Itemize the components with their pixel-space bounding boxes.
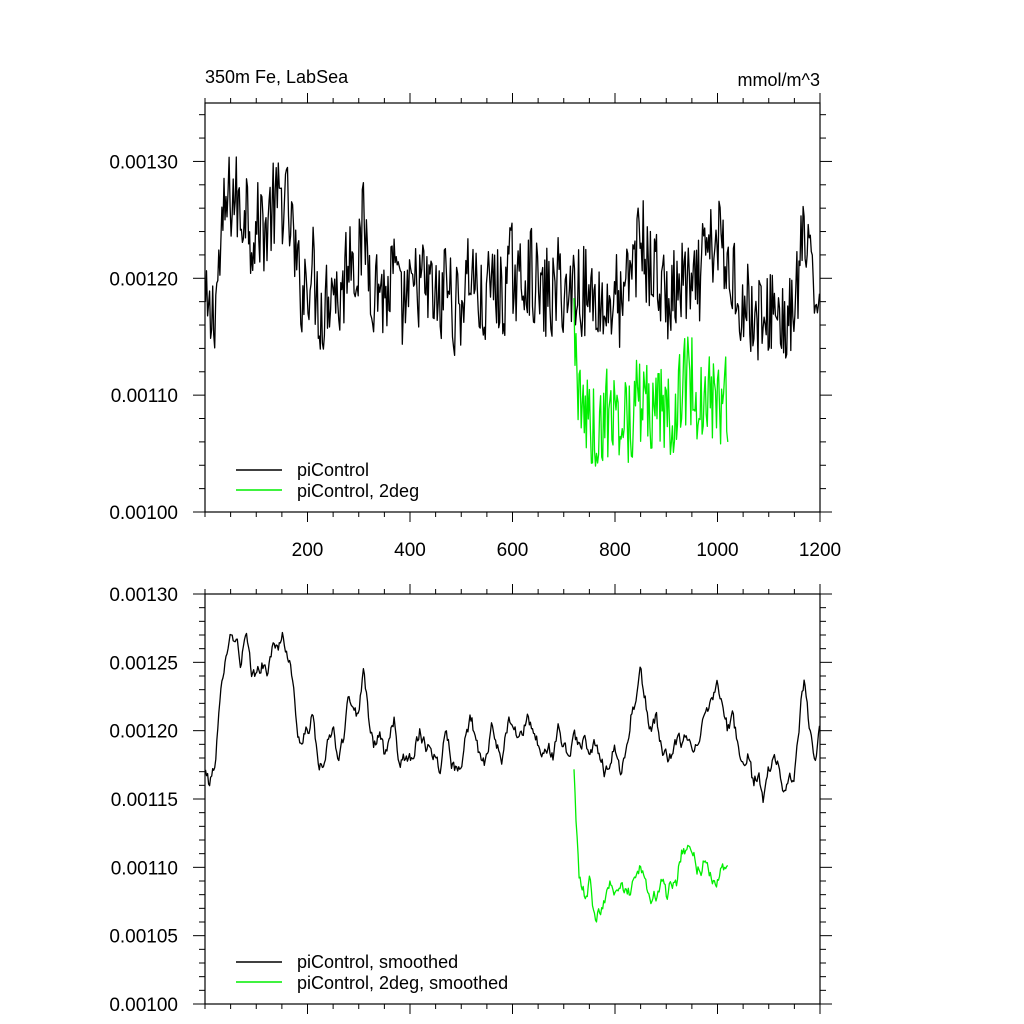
bottom-panel: 0.00100 0.00105 0.00110 0.00115 0.00120 0.001… xyxy=(109,584,832,1016)
chart-title-left: 350m Fe, LabSea xyxy=(205,67,349,87)
y-tick-label: 0.00100 xyxy=(109,995,178,1016)
bottom-legend: piControl, smoothed piControl, 2deg, smo… xyxy=(236,952,508,993)
top-axes: 200 400 600 800 1000 1200 0.00100 0.00110 0.0012… xyxy=(109,93,841,561)
y-tick-label: 0.00130 xyxy=(109,585,178,606)
chart-units-label: mmol/m^3 xyxy=(738,70,820,90)
y-tick-label: 0.00115 xyxy=(111,790,178,811)
x-tick-label: 600 xyxy=(497,540,529,561)
legend-label-picontrol-2deg-smoothed: piControl, 2deg, smoothed xyxy=(297,973,508,993)
y-tick-label: 0.00105 xyxy=(109,927,178,948)
x-tick-label: 200 xyxy=(292,540,324,561)
y-tick-label: 0.00120 xyxy=(109,722,178,743)
x-tick-label: 1000 xyxy=(696,540,738,561)
x-tick-label: 1200 xyxy=(799,540,841,561)
plot-frame xyxy=(204,593,821,1005)
top-panel: 350m Fe, LabSea mmol/m^3 200 400 600 800 100… xyxy=(109,67,841,561)
top-legend: piControl piControl, 2deg xyxy=(236,460,419,501)
legend-label-picontrol: piControl xyxy=(297,460,369,480)
legend-label-picontrol-smoothed: piControl, smoothed xyxy=(297,952,458,972)
series-line-picontrol xyxy=(204,156,821,361)
x-tick-label: 400 xyxy=(394,540,426,561)
series-line-picontrol-2deg xyxy=(573,298,729,467)
top-series-group xyxy=(204,156,821,467)
series-line-picontrol-2deg-smoothed xyxy=(573,769,729,923)
y-tick-label: 0.00125 xyxy=(109,653,178,674)
bottom-axes: 0.00100 0.00105 0.00110 0.00115 0.00120 0.001… xyxy=(109,584,832,1016)
y-tick-label: 0.00120 xyxy=(109,269,178,290)
bottom-series-group xyxy=(204,631,821,923)
legend-label-picontrol-2deg: piControl, 2deg xyxy=(297,481,419,501)
x-tick-label: 800 xyxy=(599,540,631,561)
series-line-picontrol-smoothed xyxy=(204,631,821,804)
y-tick-label: 0.00100 xyxy=(109,503,178,524)
y-tick-label: 0.00110 xyxy=(111,386,178,407)
y-tick-label: 0.00110 xyxy=(111,858,178,879)
y-tick-label: 0.00130 xyxy=(109,152,178,173)
